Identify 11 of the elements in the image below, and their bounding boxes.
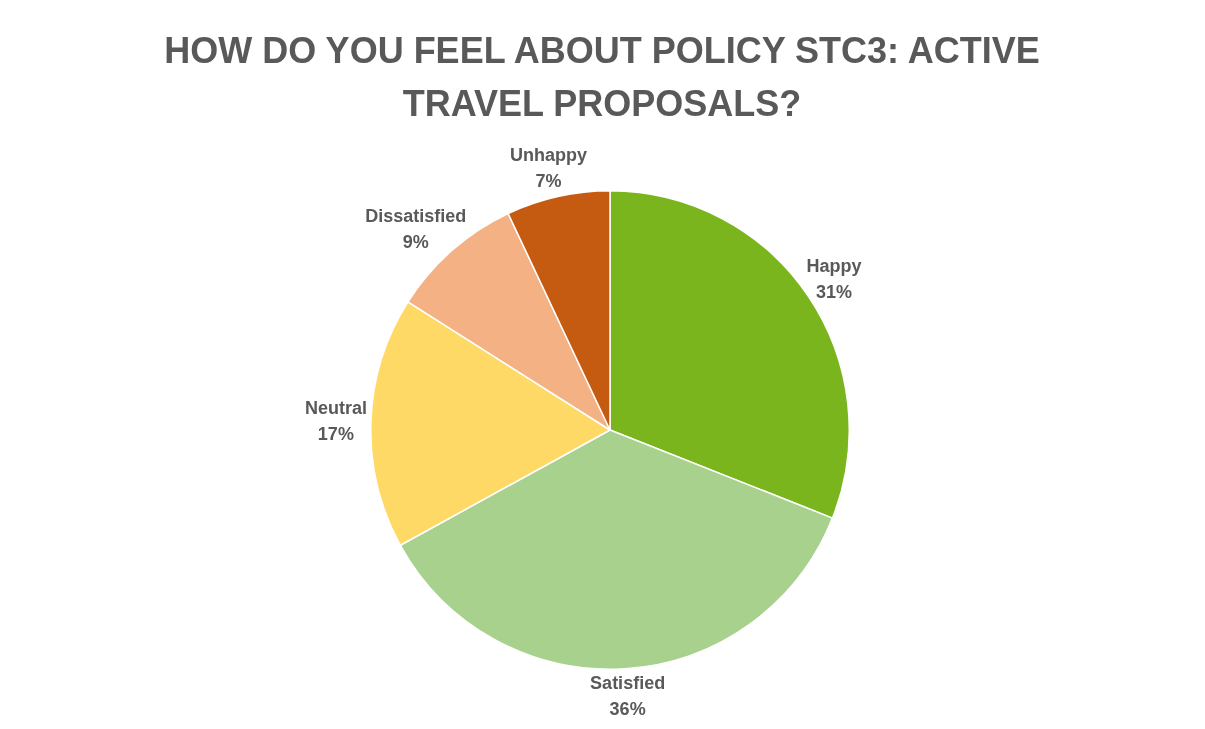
slice-label: Dissatisfied [365, 205, 467, 226]
chart-title: HOW DO YOU FEEL ABOUT POLICY STC3: ACTIVE TRAVEL PROPOSALS? [163, 29, 1041, 126]
data-label: 36% [609, 698, 646, 719]
slice-label: Neutral [304, 397, 367, 418]
slice-label: Happy [806, 255, 862, 276]
slice-label: Unhappy [510, 145, 588, 166]
data-label: 7% [535, 171, 562, 192]
data-label: 31% [815, 281, 852, 302]
data-label: 9% [402, 231, 429, 252]
slice-label: Satisfied [590, 672, 666, 693]
data-label: 17% [317, 423, 354, 444]
